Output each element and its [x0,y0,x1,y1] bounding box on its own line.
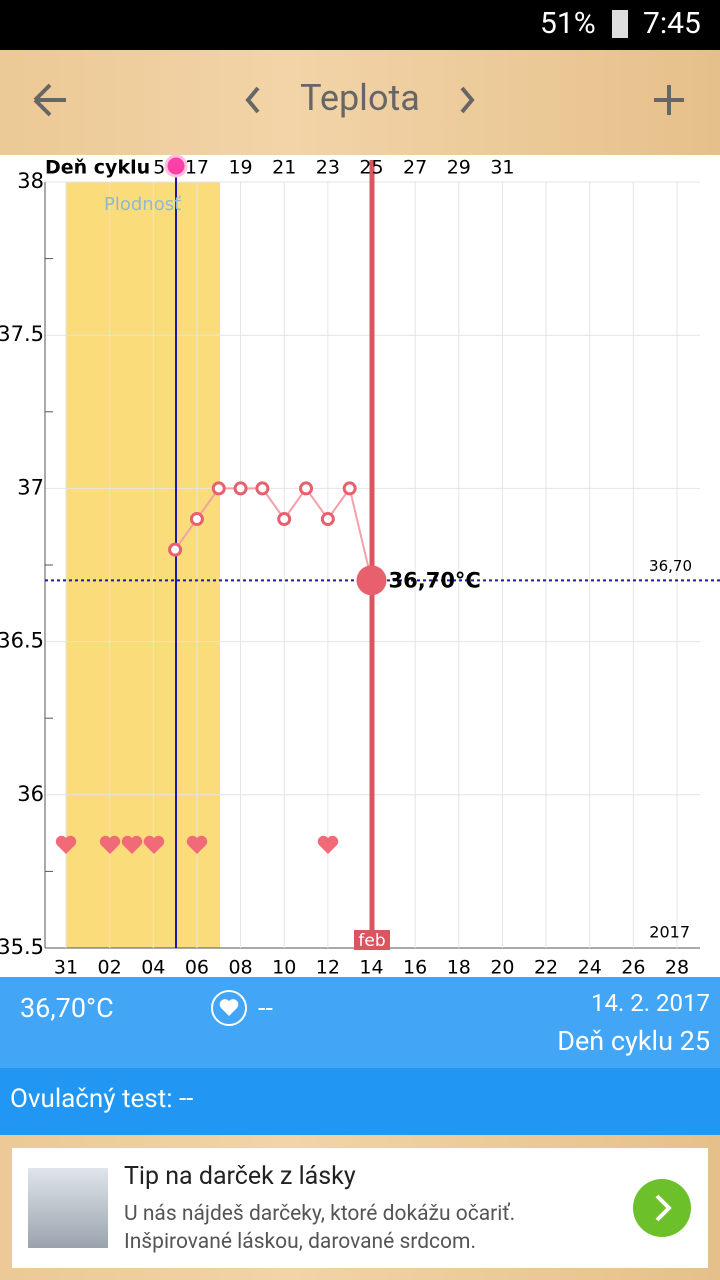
ad-line: Inšpirované láskou, darované srdcom. [124,1230,476,1254]
y-tick-label: 36.5 [0,629,44,653]
ad-line: U nás nájdeš darčeky, ktoré dokážu očari… [124,1202,516,1226]
ad-area: Tip na darček z lásky U nás nájdeš darče… [0,1135,720,1280]
data-point [233,481,248,496]
cycle-day-label: 21 [272,157,296,179]
cycle-day-label: 25 [359,157,383,179]
ad-title: Tip na darček z lásky [124,1162,356,1191]
x-tick-label: 08 [228,957,252,978]
cycle-day-label: 23 [316,157,340,179]
cycle-day-label: 19 [228,157,252,179]
status-bar: 51% 7:45 [0,0,720,50]
x-tick-label: 20 [490,957,514,978]
date: 14. 2. 2017 [591,989,710,1017]
cycle-day-label: 5 [153,157,165,179]
x-tick-label: 14 [359,957,383,978]
y-tick-label: 37 [17,475,44,499]
data-point [168,542,183,557]
toolbar: Teplota [0,50,720,155]
cycle-axis-label: Deň cyklu [45,157,150,179]
x-tick-label: 10 [272,957,296,978]
back-button[interactable] [33,83,66,117]
y-tick-label: 38 [17,169,44,193]
toolbar-icons [33,83,684,117]
x-tick-label: 28 [665,957,689,978]
x-tick-label: 02 [98,957,122,978]
y-tick-label: 36 [17,782,44,806]
add-button[interactable] [654,85,684,115]
heart-icon[interactable] [210,989,248,1027]
temperature: 36,70°C [20,992,114,1024]
x-tick-label: 12 [316,957,340,978]
hearts [55,835,339,854]
next-button[interactable] [460,86,475,114]
ovulation-test: Ovulačný test: -- [10,1084,194,1114]
ovulation-marker [164,154,188,178]
fertile-window [66,182,220,948]
info-panel: 36,70°C -- 14. 2. 2017 Deň cyklu 25 [0,977,720,1068]
x-tick-label: 22 [534,957,558,978]
intercourse: -- [258,992,273,1024]
data-point [299,481,314,496]
year-label: 2017 [649,923,690,942]
cycle-day-label: 27 [403,157,427,179]
x-tick-label: 26 [621,957,645,978]
cycle-day-label: 17 [185,157,209,179]
x-tick-label: 04 [141,957,165,978]
data-point [356,565,387,596]
y-tick-label: 37.5 [0,322,44,346]
y-tick-label: 35.5 [0,935,44,959]
ovulation-panel[interactable]: Ovulačný test: -- [0,1068,720,1135]
month-badge [354,930,390,950]
x-tick-label: 16 [403,957,427,978]
chart: feb Plodnosť Deň cyklu 2017 36,7036,70°C… [0,154,720,978]
data-point [342,481,357,496]
series-line [174,486,373,581]
ad-card[interactable]: Tip na darček z lásky U nás nájdeš darče… [12,1148,708,1268]
reference-label: 36,70 [649,557,692,575]
toolbar-title: Teplota [300,77,420,119]
ad-image [28,1168,108,1248]
prev-button[interactable] [245,86,260,114]
battery: 51% [540,6,596,41]
cycle-day-label: 31 [490,157,514,179]
data-point [211,481,226,496]
month-label: feb [358,931,385,951]
x-tick-label: 06 [185,957,209,978]
point-label: 36,70°C [389,568,481,592]
cycle-day: Deň cyklu 25 [557,1025,710,1057]
time: 7:45 [643,6,701,41]
x-tick-label: 24 [578,957,602,978]
x-tick-label: 18 [447,957,471,978]
data-point [320,512,335,527]
cycle-day-label: 29 [447,157,471,179]
data-point [277,512,292,527]
fertile-label: Plodnosť [104,194,181,215]
data-point [189,512,204,527]
battery-icon [612,10,628,38]
ad-button[interactable] [632,1178,692,1238]
data-point [255,481,270,496]
x-tick-label: 31 [54,957,78,978]
